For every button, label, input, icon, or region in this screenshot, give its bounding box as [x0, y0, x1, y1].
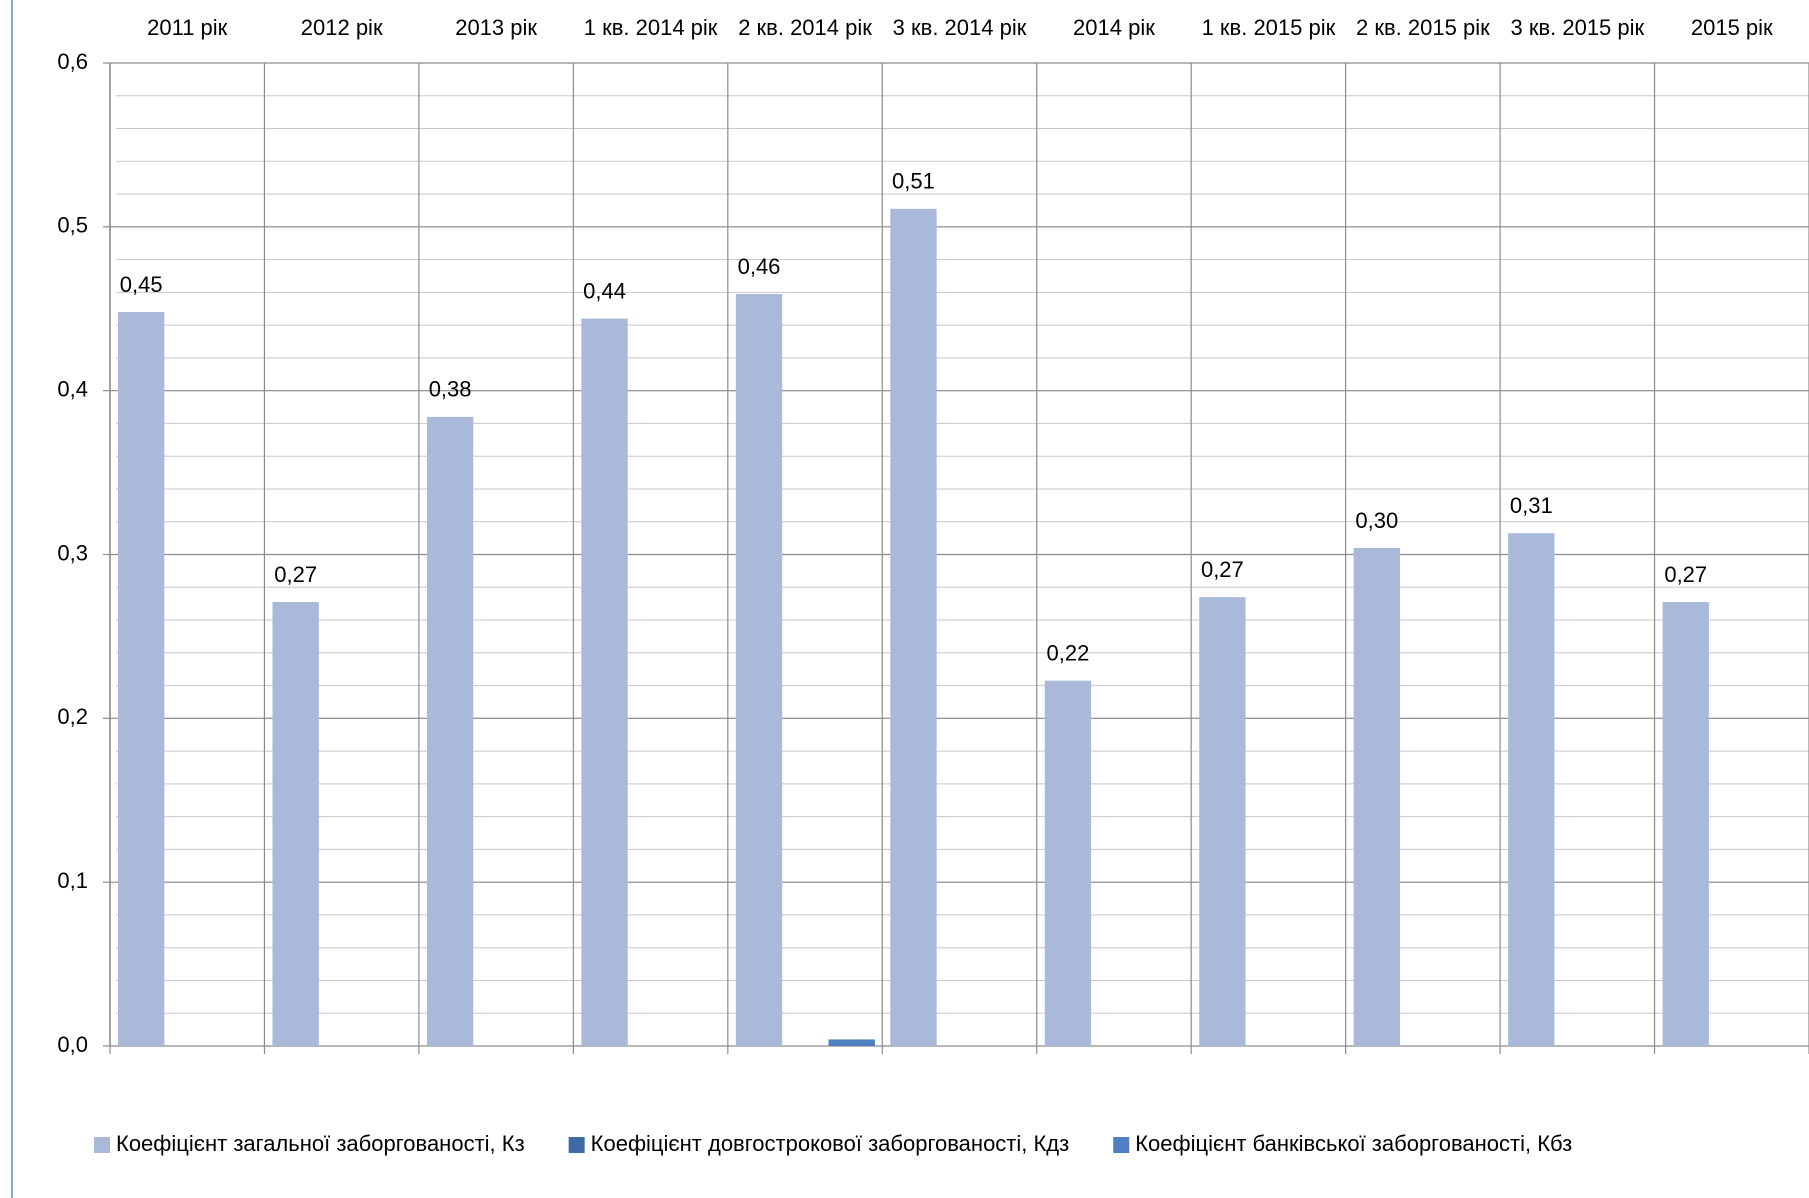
x-tick-label: 1 кв. 2014 рік	[584, 15, 718, 40]
x-tick-label: 2015 рік	[1691, 15, 1773, 40]
y-tick-label: 0,1	[57, 868, 88, 893]
legend-label: Коефіцієнт загальної заборгованості, Кз	[116, 1131, 525, 1156]
bar	[735, 294, 783, 1046]
bar	[1662, 602, 1709, 1046]
y-tick-label: 0,6	[57, 49, 88, 74]
x-tick-label: 2 кв. 2015 рік	[1356, 15, 1490, 40]
legend-swatch	[568, 1137, 585, 1153]
x-tick-label: 1 кв. 2015 рік	[1202, 15, 1336, 40]
x-tick-label: 2 кв. 2014 рік	[738, 15, 872, 40]
bar	[828, 1039, 875, 1046]
data-label: 0,44	[583, 278, 626, 303]
data-label: 0,51	[892, 169, 935, 194]
x-tick-label: 3 кв. 2014 рік	[893, 15, 1027, 40]
data-label: 0,46	[738, 254, 781, 279]
bar	[890, 208, 937, 1047]
legend-swatch	[1113, 1137, 1130, 1153]
x-tick-label: 2013 рік	[455, 15, 537, 40]
bar	[1353, 547, 1401, 1046]
data-label: 0,27	[274, 562, 317, 587]
y-tick-label: 0,0	[57, 1032, 88, 1057]
bar	[118, 312, 165, 1046]
bar	[1044, 680, 1092, 1046]
x-tick-label: 2011 рік	[147, 15, 228, 40]
legend-swatch	[94, 1137, 110, 1153]
data-label: 0,27	[1201, 557, 1244, 582]
bar	[1199, 597, 1246, 1046]
x-tick-label: 3 кв. 2015 рік	[1510, 15, 1644, 40]
y-tick-label: 0,5	[57, 213, 88, 238]
x-tick-label: 2014 рік	[1073, 15, 1155, 40]
data-label: 0,22	[1047, 640, 1090, 665]
legend-label: Коефіцієнт довгострокової заборгованості…	[591, 1131, 1070, 1156]
y-tick-label: 0,3	[57, 540, 88, 565]
data-label: 0,45	[120, 272, 163, 297]
bar	[581, 318, 628, 1047]
data-label: 0,31	[1510, 493, 1553, 518]
data-label: 0,27	[1664, 562, 1707, 587]
data-label: 0,38	[429, 377, 472, 402]
data-label: 0,30	[1355, 508, 1398, 533]
bar	[272, 602, 319, 1046]
bar	[1508, 533, 1555, 1046]
y-tick-label: 0,4	[57, 376, 88, 401]
legend-label: Коефіцієнт банківської заборгованості, К…	[1135, 1131, 1572, 1156]
bar	[426, 416, 474, 1046]
x-tick-label: 2012 рік	[301, 15, 383, 40]
y-tick-label: 0,2	[57, 704, 88, 729]
